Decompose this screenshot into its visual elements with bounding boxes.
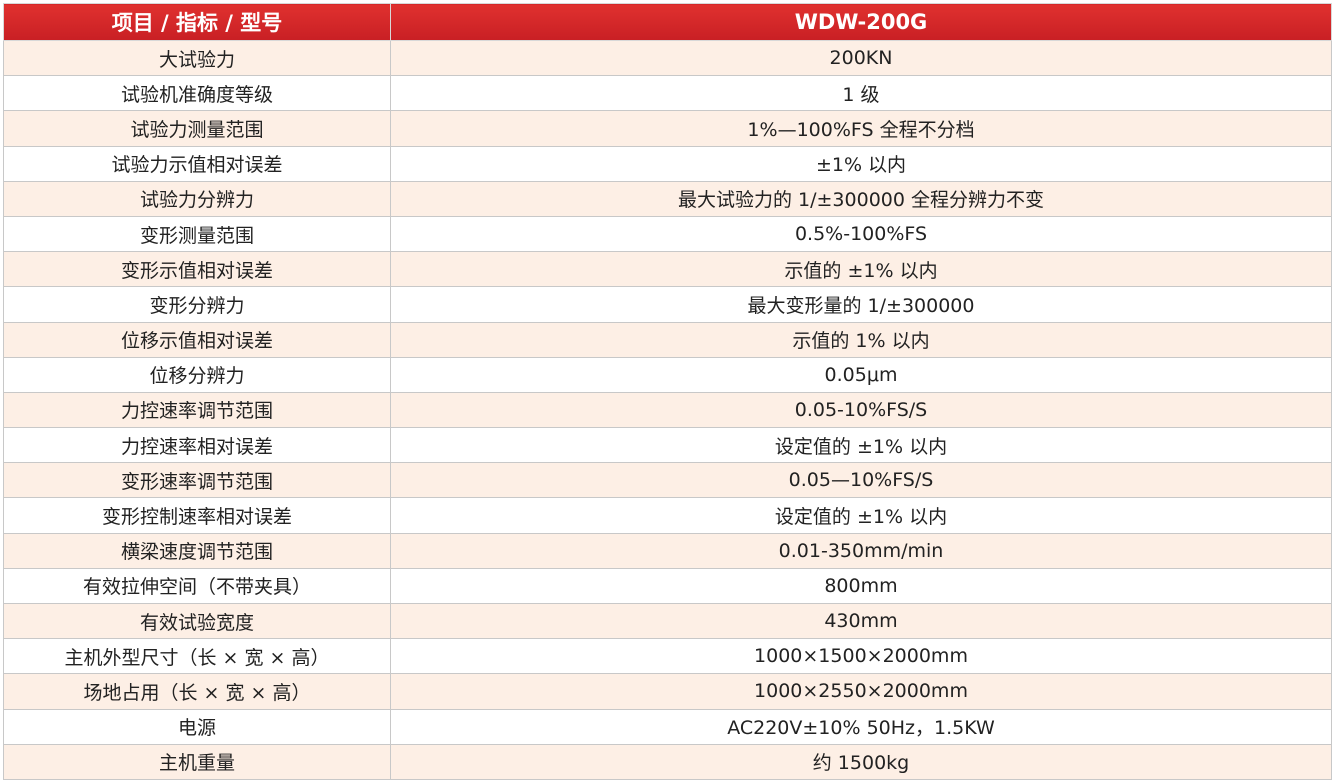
value-cell: 1%—100%FS 全程不分档: [390, 110, 1332, 147]
value-cell: 设定值的 ±1% 以内: [390, 427, 1332, 464]
row: 主机重量约 1500kg: [3, 743, 1332, 780]
item-cell: 试验力测量范围: [3, 110, 391, 147]
item-cell: 位移分辨力: [3, 356, 391, 393]
item-cell: 大试验力: [3, 39, 391, 77]
row: 变形测量范围 0.5%-100%FS: [3, 215, 1332, 253]
item-cell: 电源: [3, 708, 391, 745]
item-cell: 变形测量范围: [3, 215, 391, 253]
row: 变形速率调节范围 0.05—10%FS/S: [3, 462, 1332, 499]
item-cell: 横梁速度调节范围: [3, 532, 391, 569]
row: 主机外型尺寸（长 × 宽 × 高） 1000×1500×2000mm: [3, 638, 1332, 675]
value-cell: 0.05-10%FS/S: [390, 391, 1332, 429]
row: 试验机准确度等级 1 级: [3, 75, 1332, 112]
value-cell: 0.01-350mm/min: [390, 532, 1332, 569]
row: 位移分辨力 0.05μm: [3, 356, 1332, 393]
value-cell: 最大变形量的 1/±300000: [390, 286, 1332, 323]
item-cell: 位移示值相对误差: [3, 321, 391, 358]
item-cell: 变形分辨力: [3, 286, 391, 323]
item-cell: 有效拉伸空间（不带夹具）: [3, 567, 391, 605]
item-cell: 试验机准确度等级: [3, 75, 391, 112]
row: 变形控制速率相对误差 设定值的 ±1% 以内: [3, 497, 1332, 534]
value-cell: AC220V±10% 50Hz，1.5KW: [390, 708, 1332, 745]
row: 有效拉伸空间（不带夹具） 800mm: [3, 567, 1332, 605]
item-cell: 主机外型尺寸（长 × 宽 × 高）: [3, 638, 391, 675]
item-cell: 变形示值相对误差: [3, 251, 391, 288]
value-cell: ±1% 以内: [390, 145, 1332, 182]
row: 力控速率调节范围 0.05-10%FS/S: [3, 391, 1332, 429]
value-cell: 1000×1500×2000mm: [390, 638, 1332, 675]
header-row: 项目 / 指标 / 型号 WDW-200G: [3, 3, 1332, 41]
value-cell: 200KN: [390, 39, 1332, 77]
row: 电源 AC220V±10% 50Hz，1.5KW: [3, 708, 1332, 745]
header-cell: WDW-200G: [390, 3, 1332, 41]
row: 试验力示值相对误差 ±1% 以内: [3, 145, 1332, 182]
row: 变形示值相对误差 示值的 ±1% 以内: [3, 251, 1332, 288]
item-cell: 有效试验宽度: [3, 602, 391, 640]
item-cell: 力控速率调节范围: [3, 391, 391, 429]
row: 有效试验宽度 430mm: [3, 602, 1332, 640]
row: 位移示值相对误差 示值的 1% 以内: [3, 321, 1332, 358]
item-cell: 变形控制速率相对误差: [3, 497, 391, 534]
value-cell: 0.05—10%FS/S: [390, 462, 1332, 499]
item-cell: 试验力示值相对误差: [3, 145, 391, 182]
value-cell: 设定值的 ±1% 以内: [390, 497, 1332, 534]
value-cell: 430mm: [390, 602, 1332, 640]
header-cell: 项目 / 指标 / 型号: [3, 3, 391, 41]
item-cell: 试验力分辨力: [3, 180, 391, 217]
value-cell: 0.5%-100%FS: [390, 215, 1332, 253]
row: 变形分辨力 最大变形量的 1/±300000: [3, 286, 1332, 323]
value-cell: 1000×2550×2000mm: [390, 673, 1332, 710]
value-cell: 800mm: [390, 567, 1332, 605]
value-cell: 约 1500kg: [390, 743, 1332, 780]
item-cell: 变形速率调节范围: [3, 462, 391, 499]
item-cell: 主机重量: [3, 743, 391, 780]
value-cell: 0.05μm: [390, 356, 1332, 393]
row: 试验力分辨力 最大试验力的 1/±300000 全程分辨力不变: [3, 180, 1332, 217]
value-cell: 最大试验力的 1/±300000 全程分辨力不变: [390, 180, 1332, 217]
item-cell: 力控速率相对误差: [3, 427, 391, 464]
row: 横梁速度调节范围 0.01-350mm/min: [3, 532, 1332, 569]
row: 场地占用（长 × 宽 × 高） 1000×2550×2000mm: [3, 673, 1332, 710]
value-cell: 1 级: [390, 75, 1332, 112]
row: 力控速率相对误差 设定值的 ±1% 以内: [3, 427, 1332, 464]
value-cell: 示值的 1% 以内: [390, 321, 1332, 358]
row: 试验力测量范围 1%—100%FS 全程不分档: [3, 110, 1332, 147]
spec-table: 项目 / 指标 / 型号 WDW-200G 大试验力 200KN 试验机准确度等级 1 级…: [3, 3, 1332, 780]
value-cell: 示值的 ±1% 以内: [390, 251, 1332, 288]
row: 大试验力 200KN: [3, 39, 1332, 77]
item-cell: 场地占用（长 × 宽 × 高）: [3, 673, 391, 710]
